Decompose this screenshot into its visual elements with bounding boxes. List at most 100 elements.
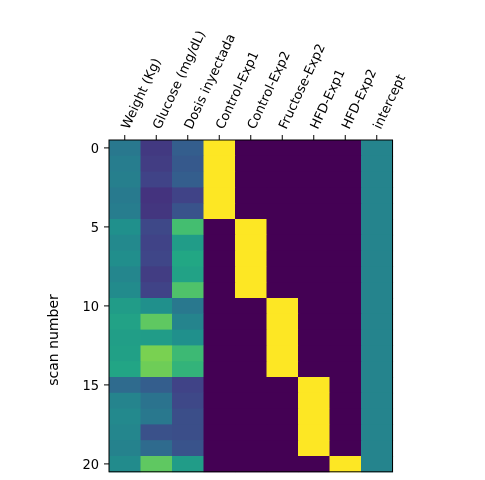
heatmap-cell: [203, 250, 236, 267]
heatmap-cell: [109, 140, 142, 157]
heatmap-cell: [329, 140, 362, 157]
heatmap-cell: [266, 329, 299, 346]
heatmap-cell: [266, 298, 299, 315]
heatmap-cell: [140, 155, 173, 173]
heatmap-cell: [235, 234, 268, 252]
heatmap-cell: [140, 456, 173, 473]
heatmap-cell: [172, 313, 205, 331]
heatmap-cell: [329, 282, 362, 299]
heatmap-cell: [203, 424, 236, 441]
heatmap-cell: [172, 440, 205, 457]
heatmap-cell: [329, 313, 362, 331]
heatmap-cell: [109, 250, 142, 267]
heatmap-cell: [329, 440, 362, 457]
y-tick-label: 20: [82, 458, 99, 473]
heatmap-cell: [203, 219, 236, 236]
heatmap-cell: [140, 440, 173, 457]
heatmap-cell: [109, 345, 142, 362]
heatmap-cell: [203, 282, 236, 299]
y-tick-label: 10: [82, 300, 99, 315]
heatmap-cell: [361, 440, 394, 457]
heatmap-cell: [361, 424, 394, 441]
heatmap-cell: [203, 408, 236, 425]
heatmap-cell: [140, 234, 173, 252]
heatmap-cell: [361, 361, 394, 378]
heatmap-cell: [109, 313, 142, 331]
heatmap-cell: [140, 392, 173, 410]
heatmap-cell: [235, 140, 268, 157]
x-tick-group: Weight (Kg)Glucose (mg/dL)Dosis inyectad…: [119, 28, 409, 140]
heatmap-cell: [298, 345, 331, 362]
heatmap-cell: [361, 171, 394, 188]
y-tick-label: 0: [91, 142, 99, 157]
heatmap-cell: [235, 440, 268, 457]
heatmap-cell: [235, 456, 268, 473]
heatmap-cell: [361, 234, 394, 252]
heatmap-cell: [266, 392, 299, 410]
heatmap-cell: [235, 329, 268, 346]
heatmap-cell: [109, 408, 142, 425]
heatmap-cell: [298, 408, 331, 425]
heatmap-cell: [266, 171, 299, 188]
heatmap-cell: [235, 313, 268, 331]
heatmap-cell: [109, 171, 142, 188]
heatmap-cell: [329, 219, 362, 236]
heatmap-cell: [361, 298, 394, 315]
heatmap-cell: [266, 250, 299, 267]
heatmap-cell: [298, 234, 331, 252]
heatmap-cell: [329, 424, 362, 441]
heatmap-cell: [329, 298, 362, 315]
heatmap-cell: [361, 282, 394, 299]
heatmap-cell: [203, 171, 236, 188]
heatmap-cell: [266, 424, 299, 441]
heatmap-cell: [140, 361, 173, 378]
heatmap-cell: [140, 345, 173, 362]
heatmap-cells: [109, 140, 394, 473]
heatmap-cell: [140, 282, 173, 299]
heatmap-cell: [329, 456, 362, 473]
heatmap-cell: [203, 329, 236, 346]
heatmap-cell: [298, 140, 331, 157]
y-tick-group: 0 5 10 15 20: [82, 142, 109, 473]
heatmap-cell: [329, 392, 362, 410]
heatmap-cell: [172, 361, 205, 378]
heatmap-cell: [235, 219, 268, 236]
heatmap-cell: [172, 250, 205, 267]
heatmap-cell: [235, 424, 268, 441]
heatmap-cell: [235, 250, 268, 267]
heatmap-cell: [109, 329, 142, 346]
heatmap-cell: [298, 329, 331, 346]
heatmap-cell: [266, 361, 299, 378]
heatmap-cell: [172, 298, 205, 315]
heatmap-cell: [109, 219, 142, 236]
heatmap-cell: [298, 266, 331, 283]
heatmap-cell: [203, 361, 236, 378]
y-axis-label: scan number: [46, 294, 62, 386]
heatmap-cell: [298, 440, 331, 457]
heatmap-cell: [329, 187, 362, 204]
heatmap-cell: [235, 361, 268, 378]
heatmap-cell: [361, 408, 394, 425]
y-tick-label: 15: [82, 379, 99, 394]
heatmap-cell: [235, 408, 268, 425]
heatmap-cell: [266, 440, 299, 457]
heatmap-cell: [203, 203, 236, 220]
heatmap-cell: [203, 298, 236, 315]
heatmap-cell: [298, 282, 331, 299]
heatmap-cell: [140, 329, 173, 346]
heatmap-cell: [298, 203, 331, 220]
heatmap-cell: [361, 456, 394, 473]
x-tick-label: intercept: [371, 72, 409, 131]
heatmap-cell: [109, 377, 142, 394]
heatmap-cell: [172, 187, 205, 204]
heatmap-cell: [235, 282, 268, 299]
heatmap-cell: [140, 377, 173, 394]
heatmap-cell: [361, 250, 394, 267]
heatmap-cell: [203, 266, 236, 283]
heatmap-cell: [266, 266, 299, 283]
heatmap-cell: [361, 187, 394, 204]
heatmap-cell: [172, 140, 205, 157]
heatmap-cell: [329, 329, 362, 346]
heatmap-cell: [329, 250, 362, 267]
